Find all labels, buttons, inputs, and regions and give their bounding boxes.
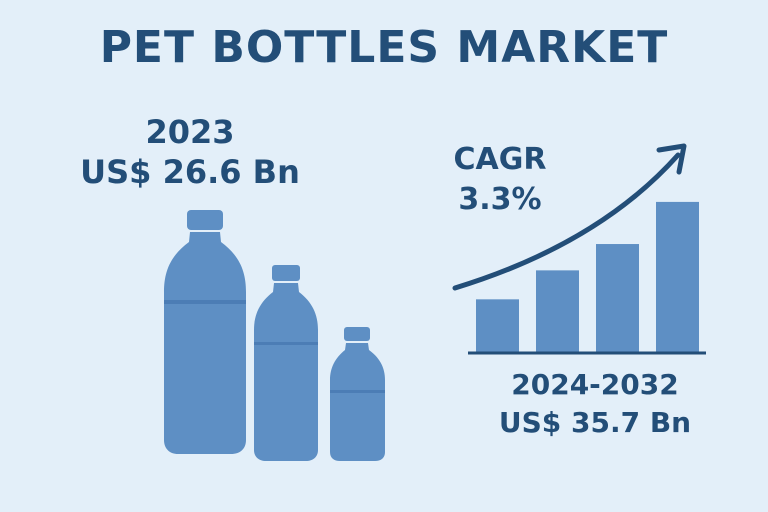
bottle-small-icon bbox=[330, 327, 385, 461]
forecast-period: 2024-2032 bbox=[511, 368, 679, 401]
stat-value-2023: US$ 26.6 Bn bbox=[80, 153, 300, 191]
stat-year: 2023 bbox=[145, 113, 235, 151]
bar-1 bbox=[476, 299, 519, 352]
cagr-value: 3.3% bbox=[458, 182, 542, 217]
bar-chart bbox=[476, 201, 699, 352]
bottle-large-icon bbox=[164, 210, 246, 454]
page-title: PET BOTTLES MARKET bbox=[99, 22, 669, 73]
market-2023-stat: 2023 US$ 26.6 Bn bbox=[60, 112, 320, 192]
bottle-medium-icon bbox=[254, 265, 318, 461]
forecast-stat: 2024-2032 US$ 35.7 Bn bbox=[470, 366, 720, 442]
cagr-label: CAGR bbox=[453, 142, 547, 177]
forecast-value: US$ 35.7 Bn bbox=[498, 406, 692, 439]
growth-arrow-icon bbox=[452, 143, 687, 291]
bar-3 bbox=[596, 244, 639, 352]
bar-2 bbox=[536, 270, 579, 352]
cagr-stat: CAGR 3.3% bbox=[420, 140, 580, 220]
bar-4 bbox=[656, 201, 699, 352]
